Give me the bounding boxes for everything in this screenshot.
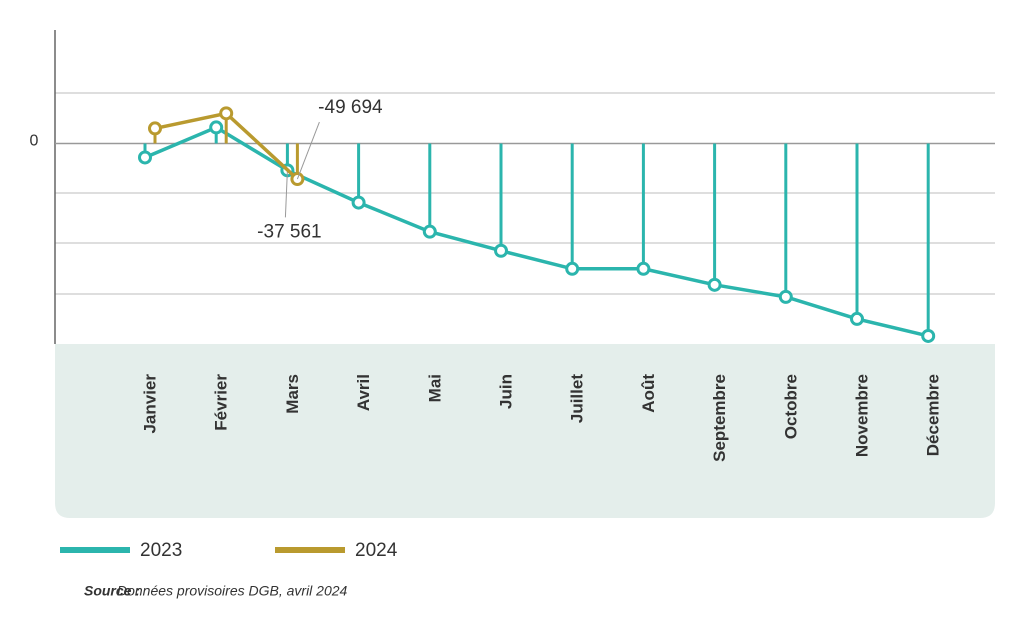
point bbox=[138, 150, 152, 165]
x-tick-label: Décembre bbox=[924, 374, 943, 456]
point bbox=[921, 328, 936, 343]
x-tick-label: Mai bbox=[425, 374, 444, 402]
x-tick-label: Novembre bbox=[852, 374, 871, 457]
x-tick-label: Mars bbox=[283, 374, 302, 414]
point bbox=[209, 120, 224, 135]
series bbox=[138, 120, 936, 343]
leader-line bbox=[296, 121, 320, 180]
y-tick-label: 0 bbox=[30, 133, 39, 150]
point bbox=[707, 277, 722, 292]
x-tick-label: Septembre bbox=[710, 374, 729, 462]
x-tick-label: Juin bbox=[496, 374, 515, 409]
point bbox=[494, 243, 508, 258]
point bbox=[351, 195, 366, 210]
legend-label: 2023 bbox=[140, 540, 182, 561]
source-text: Données provisoires DGB, avril 2024 bbox=[117, 583, 348, 599]
point bbox=[850, 311, 864, 326]
leader-line bbox=[284, 170, 288, 218]
value-label: -49 694 bbox=[318, 97, 383, 118]
point bbox=[778, 289, 793, 304]
point bbox=[565, 261, 580, 276]
line bbox=[144, 125, 929, 338]
series bbox=[148, 106, 305, 187]
grid-lines bbox=[55, 92, 995, 295]
source-label: Source : bbox=[84, 583, 140, 599]
x-tick-label: Février bbox=[212, 374, 231, 431]
point bbox=[422, 224, 437, 239]
x-tick-label: Juillet bbox=[568, 374, 587, 423]
x-tick-label: Octobre bbox=[781, 374, 800, 439]
x-tick-label: Avril bbox=[354, 374, 373, 411]
x-tick-label: Août bbox=[639, 374, 658, 413]
legend-label: 2024 bbox=[355, 540, 398, 561]
point bbox=[636, 261, 651, 276]
value-label: -37 561 bbox=[257, 221, 321, 242]
point bbox=[219, 106, 234, 121]
point bbox=[148, 121, 162, 136]
x-tick-label: Janvier bbox=[140, 374, 159, 434]
category-panel bbox=[55, 344, 995, 518]
